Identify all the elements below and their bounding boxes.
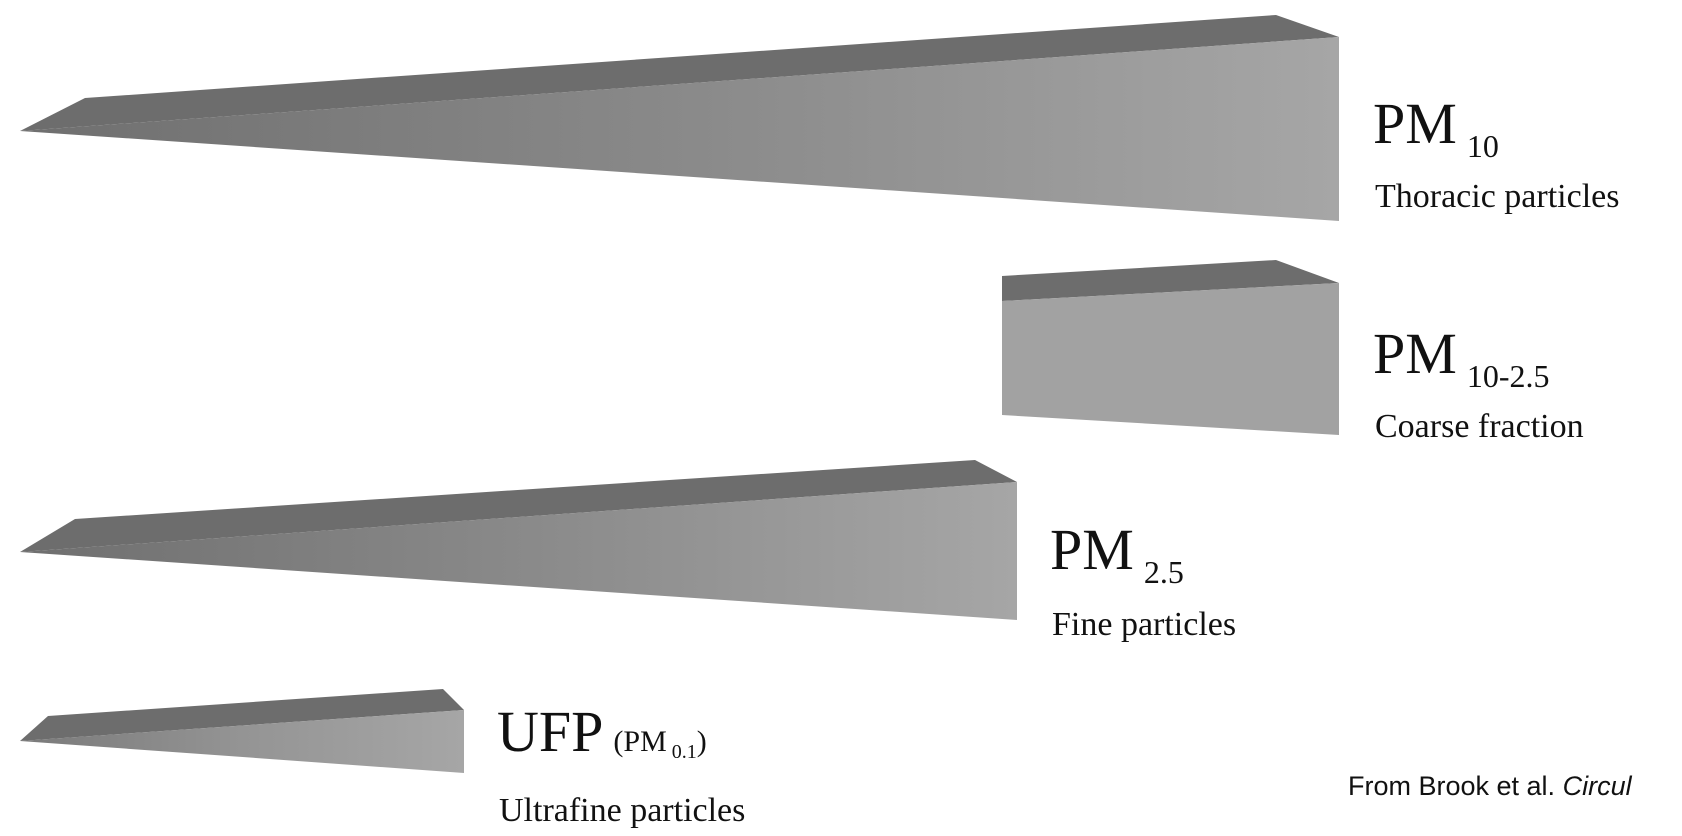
pm10-2.5-block-side — [1002, 283, 1339, 435]
pm10-description: Thoracic particles — [1375, 178, 1620, 215]
pm10-2.5-description: Coarse fraction — [1375, 408, 1584, 445]
pm10-2.5-block-top — [1002, 260, 1339, 301]
pm2.5-wedge-side — [20, 482, 1017, 620]
pm10-label-subscript: 10 — [1466, 128, 1499, 164]
ufp-wedge — [20, 689, 464, 773]
ufp-description: Ultrafine particles — [499, 792, 746, 829]
pm2.5-wedge — [20, 460, 1017, 620]
pm2.5-label-subscript: 2.5 — [1143, 554, 1184, 590]
pm10-wedge-top — [20, 15, 1339, 131]
ufp-label-main: UFP — [497, 699, 604, 764]
source-credit: From Brook et al. Circul — [1348, 771, 1632, 802]
pm2.5-description: Fine particles — [1052, 606, 1237, 643]
pm2.5-label-main: PM — [1050, 517, 1134, 582]
ufp-label-paren: (PM 0.1) — [613, 725, 707, 763]
pm10-label-main: PM — [1373, 91, 1457, 156]
pm10-2.5-label-subscript: 10-2.5 — [1466, 358, 1550, 394]
ufp-paren-open: (PM — [613, 725, 667, 758]
source-credit-journal: Circul — [1562, 771, 1632, 801]
source-credit-prefix: From Brook et al. — [1348, 771, 1563, 801]
ufp-wedge-side — [20, 710, 464, 773]
ufp-label: UFP (PM 0.1) — [497, 703, 707, 763]
ufp-paren-close: ) — [696, 725, 707, 758]
ufp-wedge-top — [20, 689, 464, 741]
ufp-paren-subscript: 0.1 — [671, 741, 697, 763]
pm10-label: PM 10 — [1373, 95, 1499, 163]
pm10-2.5-label-main: PM — [1373, 321, 1457, 386]
pm10-2.5-block — [1002, 260, 1339, 435]
pm2.5-wedge-top — [20, 460, 1017, 552]
pm10-wedge — [20, 15, 1339, 221]
pm2.5-label: PM 2.5 — [1050, 521, 1184, 589]
pm10-2.5-label: PM 10-2.5 — [1373, 325, 1549, 393]
pm10-wedge-side — [20, 37, 1339, 221]
